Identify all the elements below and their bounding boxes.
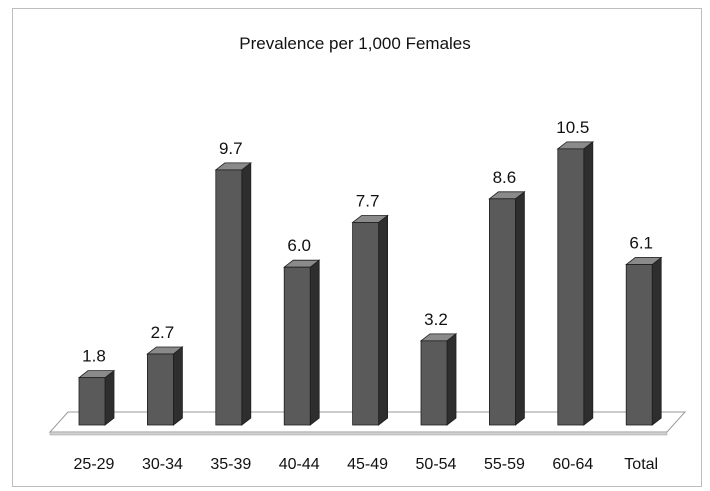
bar <box>146 353 174 426</box>
x-tick-label: 30-34 <box>142 456 183 473</box>
data-label: 6.0 <box>287 236 311 255</box>
x-tick-label: 40-44 <box>279 456 320 473</box>
bar <box>625 264 653 426</box>
data-label: 10.5 <box>556 118 589 137</box>
x-tick-label: 55-59 <box>484 456 525 473</box>
bar-side <box>378 214 389 426</box>
data-label: 1.8 <box>82 347 106 366</box>
x-tick-label: 60-64 <box>552 456 593 473</box>
chart-frame: 1.8 25-29 2.7 30-34 9.7 35-39 6.0 40-44 7.7 45-49… <box>12 8 702 487</box>
bar <box>557 148 585 426</box>
chart-floor-edge <box>49 431 668 436</box>
bar-side <box>583 141 594 426</box>
bar-side <box>241 162 252 426</box>
bar <box>352 222 380 426</box>
x-tick-label: 25-29 <box>74 456 115 473</box>
bar <box>488 198 516 426</box>
bar <box>420 340 448 426</box>
bar-side <box>309 259 320 426</box>
data-label: 8.6 <box>493 168 517 187</box>
x-tick-label: 35-39 <box>210 456 251 473</box>
bar-side <box>515 191 525 426</box>
data-label: 2.7 <box>151 323 175 342</box>
data-label: 7.7 <box>356 191 380 210</box>
x-tick-label: 45-49 <box>347 456 388 473</box>
bar-side <box>172 346 183 426</box>
bar <box>215 169 243 426</box>
bar-side <box>104 369 115 426</box>
bar-side <box>651 256 662 426</box>
data-label: 6.1 <box>629 234 653 253</box>
bar <box>78 377 106 426</box>
data-label: 9.7 <box>219 139 243 158</box>
x-tick-label: 50-54 <box>416 456 457 473</box>
x-tick-label: Total <box>624 456 658 473</box>
data-label: 3.2 <box>424 310 448 329</box>
bar <box>283 266 311 426</box>
bar-side <box>446 333 457 426</box>
chart-title: Prevalence per 1,000 Females <box>239 34 471 53</box>
